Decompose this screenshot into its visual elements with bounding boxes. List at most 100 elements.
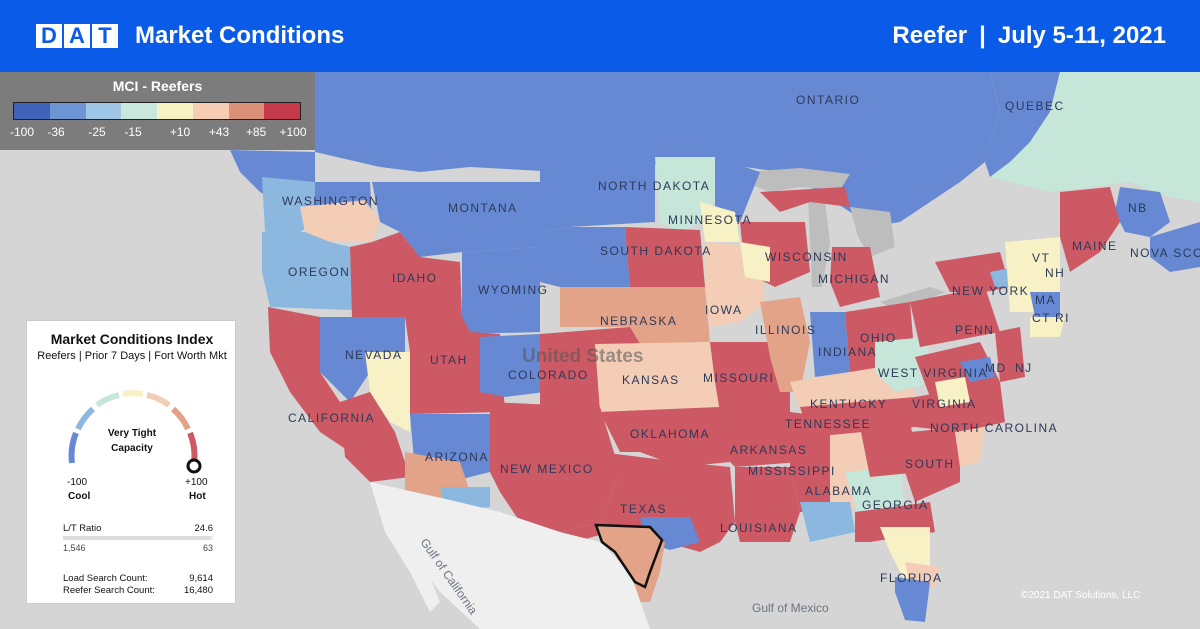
state-label-georgia: GEORGIA [862,498,929,512]
state-georgia-north[interactable] [860,422,920,477]
state-colorado-west[interactable] [480,334,545,397]
state-label-md: MD [985,361,1007,375]
state-new-jersey[interactable] [995,327,1025,382]
map-canvas[interactable]: WASHINGTON MONTANA NORTH DAKOTA MINNESOT… [0,72,1200,629]
card-subtitle: Reefers | Prior 7 Days | Fort Worth Mkt [37,350,227,362]
state-label-maine: MAINE [1072,239,1118,253]
header-meta: Reefer | July 5-11, 2021 [892,22,1166,50]
state-west-virginia[interactable] [875,337,935,392]
water-label-gulf-of-mexico: Gulf of Mexico [752,601,829,615]
state-minnesota-west[interactable] [655,157,715,232]
copyright-notice: ©2021 DAT Solutions, LLC [1021,590,1141,601]
state-florida-tip[interactable] [895,577,930,622]
state-new-york[interactable] [935,252,1010,292]
state-minnesota-south[interactable] [700,202,740,242]
state-kansas[interactable] [595,342,720,412]
region-mexico[interactable] [370,482,650,629]
state-wisconsin-west[interactable] [740,242,770,282]
state-arkansas[interactable] [720,412,800,467]
state-michigan-lower[interactable] [830,247,880,307]
state-michigan-upper[interactable] [760,187,850,212]
market-map[interactable]: WASHINGTON MONTANA NORTH DAKOTA MINNESOT… [0,72,1200,629]
state-label-penn: PENN [955,323,994,337]
state-label-montana: MONTANA [448,201,518,215]
region-quebec[interactable] [985,72,1060,177]
region-canada-west[interactable] [315,72,700,172]
region-label-nb: NB [1128,201,1148,215]
state-label-idaho: IDAHO [392,271,438,285]
lt-ratio-label: L/T Ratio [63,523,102,534]
state-virginia-center[interactable] [935,377,970,407]
lt-ratio-row: L/T Ratio 24.6 [63,523,213,534]
state-illinois[interactable] [760,297,810,392]
region-ontario[interactable] [700,72,1000,227]
reefer-search-label: Reefer Search Count: [63,585,155,596]
load-search-label: Load Search Count: [63,573,148,584]
state-nc-coast[interactable] [955,427,985,467]
state-label-wyoming: WYOMING [478,283,549,297]
state-south-dakota-east[interactable] [625,227,705,287]
state-idaho[interactable] [350,232,462,317]
gauge-arc-cool [75,406,96,431]
region-new-brunswick[interactable] [1115,187,1170,237]
state-label-indiana: INDIANA [818,345,877,359]
state-label-ri: RI [1055,311,1070,325]
state-south-dakota[interactable] [540,227,630,287]
legend-segment [192,103,229,119]
state-new-mexico[interactable] [490,402,620,532]
state-washington[interactable] [262,177,315,242]
state-minnesota-east[interactable] [715,157,760,222]
state-label-ct: CT [1032,311,1051,325]
state-louisiana[interactable] [735,467,800,542]
state-washington-se[interactable] [300,200,380,242]
logo-letter-d: D [36,24,62,48]
state-montana[interactable] [372,182,540,257]
state-maryland[interactable] [960,357,995,382]
legend-segment [264,103,300,119]
state-alabama-south[interactable] [800,502,855,542]
state-south-carolina[interactable] [905,427,960,502]
fort-worth-market-outline[interactable] [594,523,664,589]
state-indiana-blue[interactable] [815,330,842,354]
state-pennsylvania[interactable] [910,287,1000,347]
lake-superior [745,168,850,192]
gauge-arc-hot [187,431,198,464]
state-massachusetts[interactable] [1030,292,1060,317]
state-label-texas: TEXAS [620,502,667,516]
page-title: Market Conditions [135,22,345,49]
state-california-south[interactable] [340,392,410,482]
region-nova-scotia[interactable] [1150,222,1200,272]
region-quebec-east[interactable] [990,72,1200,202]
state-label-north-dakota: NORTH DAKOTA [598,179,710,193]
gauge-status: Very Tight Capacity [97,426,167,456]
legend-tick: -15 [124,125,142,139]
state-nebraska[interactable] [560,287,710,344]
state-mississippi[interactable] [790,412,830,512]
status-line-1: Very Tight [107,428,157,439]
state-label-colorado: COLORADO [508,368,589,382]
state-label-washington: WASHINGTON [282,194,379,208]
region-baja[interactable] [370,482,440,612]
header-separator: | [979,22,986,49]
card-title: Market Conditions Index [50,331,214,347]
state-wyoming[interactable] [462,247,540,334]
state-california-north[interactable] [268,307,360,452]
state-north-dakota[interactable] [540,157,655,232]
state-nevada[interactable] [320,317,405,402]
state-label-oklahoma: OKLAHOMA [630,427,710,441]
gauge-min-label: Cool [68,491,91,502]
state-missouri[interactable] [710,342,790,412]
state-oregon[interactable] [262,232,352,310]
state-nevada-south[interactable] [365,352,410,432]
state-label-illinois: ILLINOIS [755,323,816,337]
logo-letter-a: A [64,24,90,48]
state-label-utah: UTAH [430,353,468,367]
legend-segment [49,103,86,119]
state-label-ma: MA [1035,293,1056,307]
state-oklahoma[interactable] [600,407,730,467]
state-connecticut[interactable] [1030,317,1065,337]
gauge-arc-neutral [122,390,144,397]
state-maine[interactable] [1060,187,1120,272]
legend-segment [121,103,157,119]
legend-tick: +10 [169,125,191,139]
